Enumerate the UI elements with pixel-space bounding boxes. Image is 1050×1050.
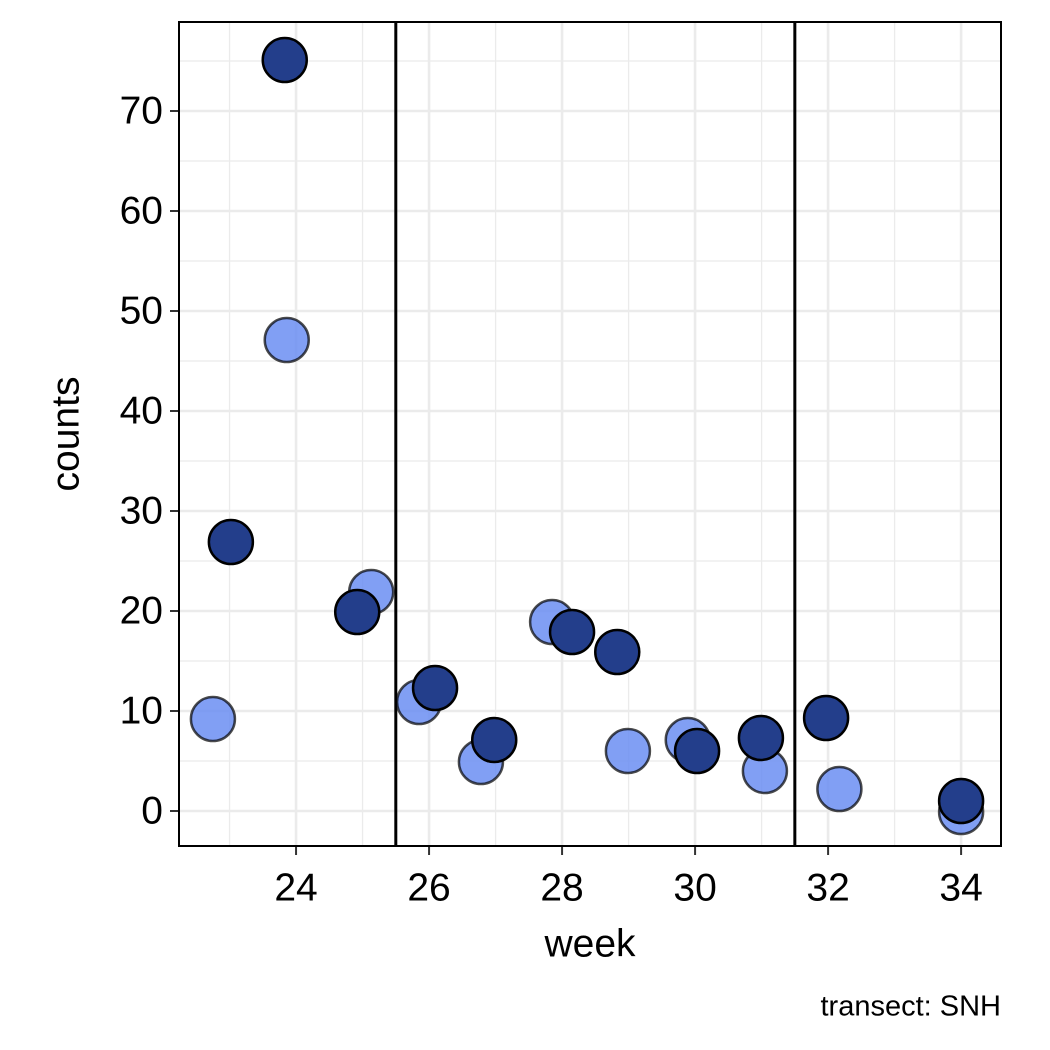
- y-axis-title: counts: [44, 377, 87, 492]
- data-point: [470, 716, 518, 764]
- y-tick-label: 60: [120, 189, 163, 232]
- y-tick-label: 50: [120, 289, 163, 332]
- data-point: [816, 765, 863, 813]
- plot-background: [179, 22, 1001, 846]
- data-point: [261, 36, 308, 84]
- data-point: [411, 664, 459, 712]
- y-tick-label: 70: [120, 89, 163, 132]
- caption: transect: SNH: [821, 991, 1002, 1023]
- x-axis-title: week: [543, 922, 636, 965]
- data-point: [802, 694, 850, 742]
- data-point: [937, 777, 985, 825]
- x-tick-label: 32: [806, 866, 849, 909]
- data-point: [333, 588, 381, 636]
- x-tick-label: 24: [274, 866, 317, 909]
- data-point: [548, 608, 596, 656]
- data-point: [737, 714, 785, 762]
- x-tick-label: 26: [407, 866, 450, 909]
- data-point: [207, 518, 255, 566]
- data-point: [594, 628, 641, 676]
- y-tick-label: 40: [120, 389, 163, 432]
- plot-border: [178, 21, 1002, 847]
- x-tick-label: 28: [540, 866, 583, 909]
- data-point: [189, 695, 237, 743]
- y-tick-label: 0: [141, 789, 163, 832]
- y-tick-label: 10: [120, 689, 163, 732]
- x-tick-label: 34: [939, 866, 982, 909]
- y-tick-label: 20: [120, 589, 163, 632]
- data-point: [604, 727, 652, 775]
- data-point: [673, 727, 721, 775]
- data-point: [263, 316, 310, 364]
- y-tick-label: 30: [120, 489, 163, 532]
- x-tick-label: 30: [673, 866, 716, 909]
